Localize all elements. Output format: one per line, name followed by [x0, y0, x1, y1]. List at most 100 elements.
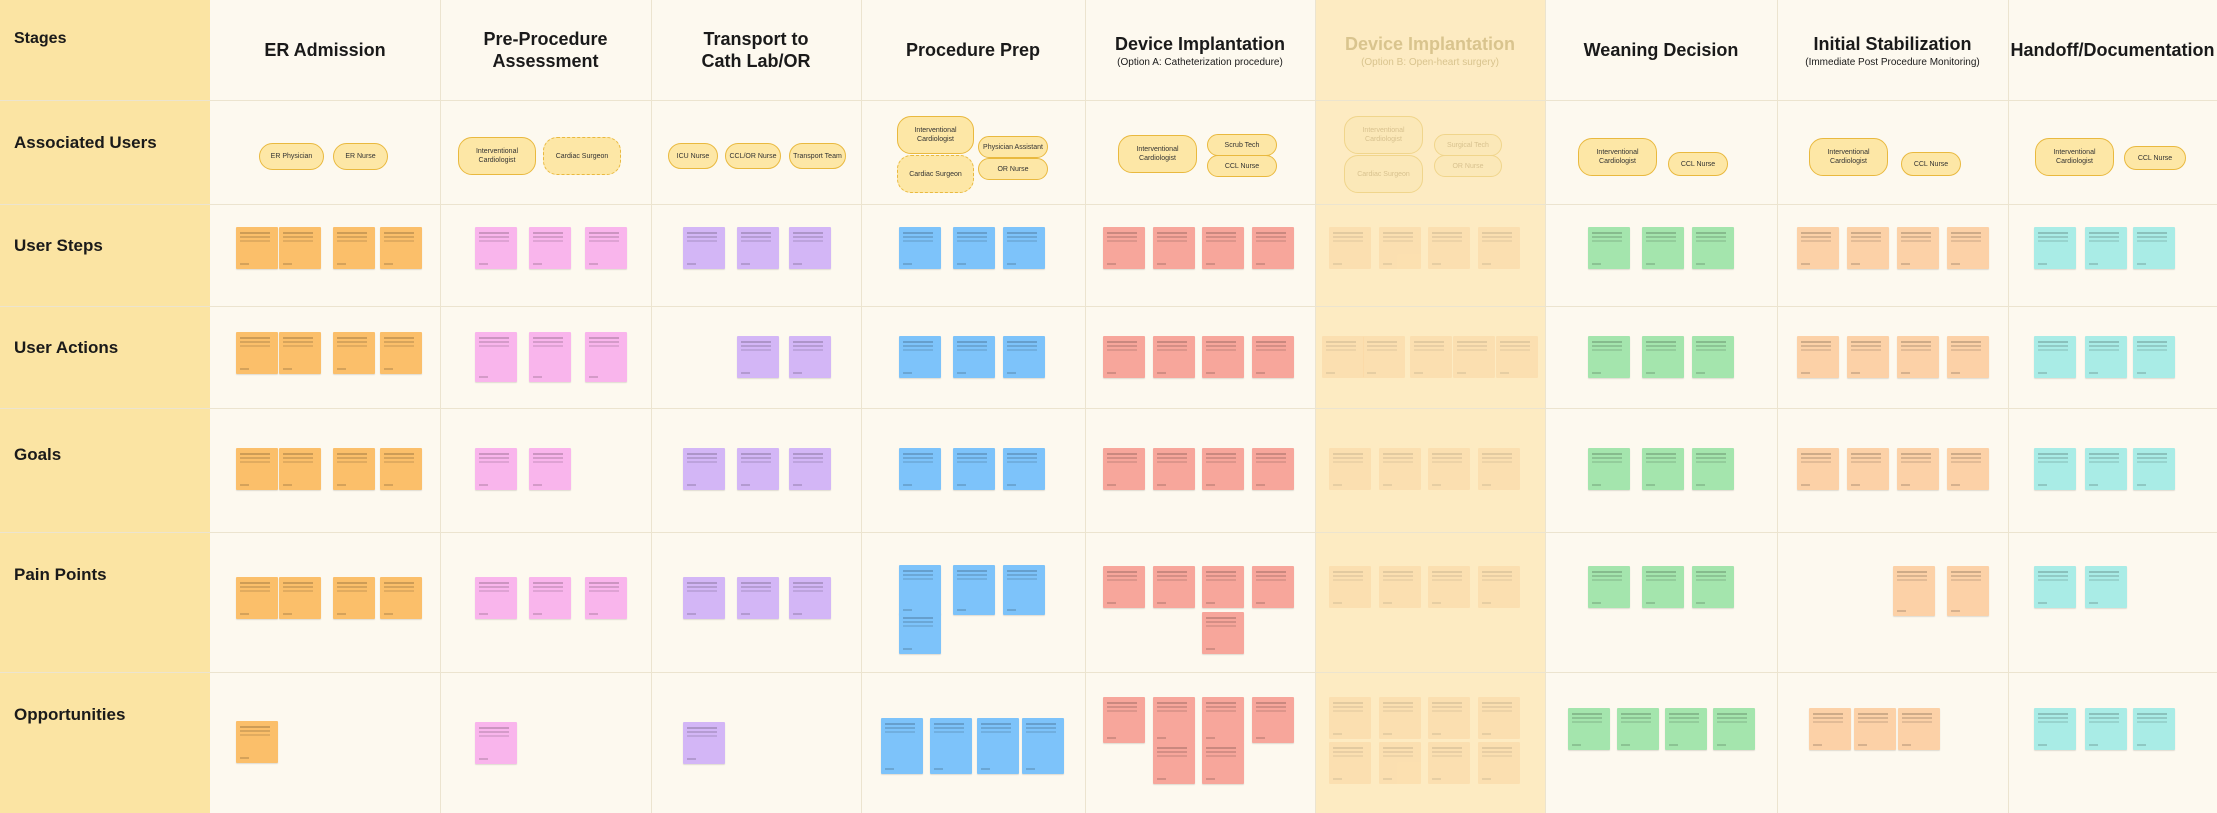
sticky-note[interactable] [1897, 336, 1939, 378]
sticky-note[interactable] [1797, 336, 1839, 378]
sticky-note[interactable] [1847, 336, 1889, 378]
sticky-note[interactable] [1854, 708, 1896, 750]
sticky-note[interactable] [1003, 336, 1045, 378]
sticky-note[interactable] [2085, 227, 2127, 269]
sticky-note[interactable] [881, 718, 923, 774]
sticky-note[interactable] [529, 332, 571, 382]
sticky-note[interactable] [1847, 448, 1889, 490]
sticky-note[interactable] [899, 565, 941, 615]
sticky-note[interactable] [1379, 448, 1421, 490]
sticky-note[interactable] [789, 227, 831, 269]
sticky-note[interactable] [236, 577, 278, 619]
sticky-note[interactable] [1379, 566, 1421, 608]
sticky-note[interactable] [2034, 336, 2076, 378]
sticky-note[interactable] [1692, 227, 1734, 269]
sticky-note[interactable] [2133, 708, 2175, 750]
sticky-note[interactable] [2133, 448, 2175, 490]
sticky-note[interactable] [789, 336, 831, 378]
sticky-note[interactable] [1410, 336, 1452, 378]
sticky-note[interactable] [475, 332, 517, 382]
sticky-note[interactable] [529, 448, 571, 490]
sticky-note[interactable] [1022, 718, 1064, 774]
sticky-note[interactable] [1453, 336, 1495, 378]
sticky-note[interactable] [1478, 742, 1520, 784]
sticky-note[interactable] [953, 565, 995, 615]
sticky-note[interactable] [1153, 742, 1195, 784]
sticky-note[interactable] [1363, 336, 1405, 378]
sticky-note[interactable] [789, 577, 831, 619]
sticky-note[interactable] [1692, 336, 1734, 378]
sticky-note[interactable] [1428, 566, 1470, 608]
sticky-note[interactable] [789, 448, 831, 490]
sticky-note[interactable] [1588, 448, 1630, 490]
sticky-note[interactable] [1428, 448, 1470, 490]
sticky-note[interactable] [1202, 612, 1244, 654]
sticky-note[interactable] [1103, 566, 1145, 608]
sticky-note[interactable] [1642, 336, 1684, 378]
sticky-note[interactable] [899, 227, 941, 269]
sticky-note[interactable] [1588, 566, 1630, 608]
sticky-note[interactable] [1252, 227, 1294, 269]
sticky-note[interactable] [585, 577, 627, 619]
sticky-note[interactable] [1642, 448, 1684, 490]
sticky-note[interactable] [1103, 336, 1145, 378]
sticky-note[interactable] [1252, 448, 1294, 490]
sticky-note[interactable] [333, 332, 375, 374]
sticky-note[interactable] [2034, 448, 2076, 490]
sticky-note[interactable] [1329, 697, 1371, 739]
sticky-note[interactable] [279, 332, 321, 374]
sticky-note[interactable] [1153, 448, 1195, 490]
sticky-note[interactable] [475, 722, 517, 764]
sticky-note[interactable] [683, 722, 725, 764]
sticky-note[interactable] [529, 227, 571, 269]
sticky-note[interactable] [1642, 566, 1684, 608]
sticky-note[interactable] [899, 336, 941, 378]
sticky-note[interactable] [899, 448, 941, 490]
sticky-note[interactable] [1379, 227, 1421, 269]
sticky-note[interactable] [1202, 742, 1244, 784]
sticky-note[interactable] [1898, 708, 1940, 750]
sticky-note[interactable] [1568, 708, 1610, 750]
sticky-note[interactable] [1329, 227, 1371, 269]
sticky-note[interactable] [1897, 227, 1939, 269]
sticky-note[interactable] [1153, 336, 1195, 378]
sticky-note[interactable] [2085, 336, 2127, 378]
sticky-note[interactable] [1809, 708, 1851, 750]
sticky-note[interactable] [1329, 448, 1371, 490]
sticky-note[interactable] [1153, 566, 1195, 608]
sticky-note[interactable] [1252, 336, 1294, 378]
sticky-note[interactable] [1947, 336, 1989, 378]
sticky-note[interactable] [2133, 227, 2175, 269]
sticky-note[interactable] [1103, 227, 1145, 269]
sticky-note[interactable] [1153, 697, 1195, 743]
sticky-note[interactable] [1428, 697, 1470, 739]
sticky-note[interactable] [236, 227, 278, 269]
sticky-note[interactable] [2034, 708, 2076, 750]
sticky-note[interactable] [1252, 566, 1294, 608]
sticky-note[interactable] [1252, 697, 1294, 743]
sticky-note[interactable] [1665, 708, 1707, 750]
sticky-note[interactable] [1617, 708, 1659, 750]
sticky-note[interactable] [1379, 697, 1421, 739]
sticky-note[interactable] [236, 448, 278, 490]
sticky-note[interactable] [1478, 448, 1520, 490]
sticky-note[interactable] [683, 227, 725, 269]
sticky-note[interactable] [585, 227, 627, 269]
sticky-note[interactable] [1202, 227, 1244, 269]
sticky-note[interactable] [737, 227, 779, 269]
sticky-note[interactable] [1428, 742, 1470, 784]
sticky-note[interactable] [737, 336, 779, 378]
sticky-note[interactable] [2085, 448, 2127, 490]
sticky-note[interactable] [1797, 448, 1839, 490]
sticky-note[interactable] [1329, 742, 1371, 784]
sticky-note[interactable] [1003, 227, 1045, 269]
sticky-note[interactable] [529, 577, 571, 619]
sticky-note[interactable] [380, 448, 422, 490]
sticky-note[interactable] [683, 577, 725, 619]
sticky-note[interactable] [1847, 227, 1889, 269]
sticky-note[interactable] [279, 227, 321, 269]
sticky-note[interactable] [1478, 227, 1520, 269]
sticky-note[interactable] [1153, 227, 1195, 269]
sticky-note[interactable] [1713, 708, 1755, 750]
sticky-note[interactable] [475, 448, 517, 490]
